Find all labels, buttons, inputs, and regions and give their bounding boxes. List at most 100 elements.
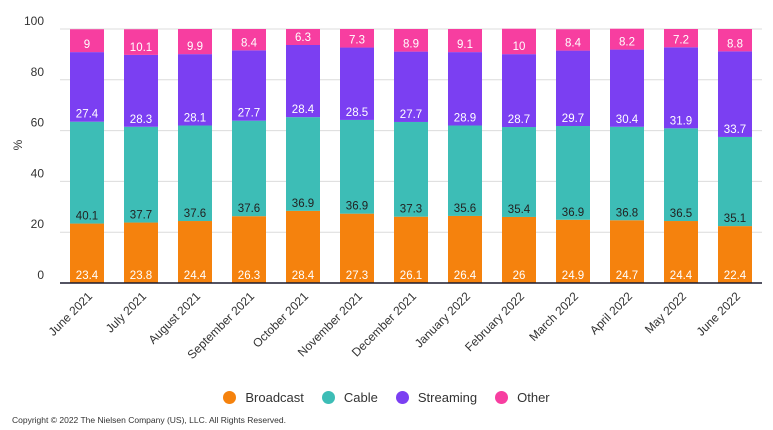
data-label: 28.9 — [454, 113, 476, 125]
bar-segment — [232, 29, 266, 51]
data-label: 24.7 — [616, 270, 638, 282]
bar-segment — [610, 28, 644, 50]
bar-segment — [124, 29, 158, 55]
bar-segment — [286, 45, 320, 118]
bar-segment — [178, 221, 212, 283]
data-label: 23.8 — [130, 270, 152, 282]
data-label: 24.4 — [184, 270, 207, 282]
bar-segment — [286, 210, 320, 283]
bar-segment — [340, 47, 374, 120]
bar-segment — [718, 226, 752, 283]
bar-segment — [448, 215, 482, 283]
x-tick-label: June 2021 — [46, 289, 96, 339]
bar-segment — [610, 220, 644, 283]
data-label: 24.9 — [562, 270, 584, 282]
data-label: 28.1 — [184, 113, 206, 125]
data-label: 35.6 — [454, 203, 476, 215]
y-tick-label: 0 — [37, 268, 44, 282]
y-tick-label: 20 — [31, 217, 45, 231]
data-label: 26 — [513, 270, 526, 282]
legend-label: Cable — [343, 389, 378, 405]
data-label: 29.7 — [562, 113, 584, 125]
bar-segment — [718, 51, 752, 137]
bar-segment — [718, 29, 752, 52]
data-label: 8.4 — [241, 37, 258, 49]
bar-segment — [394, 121, 428, 217]
x-tick-label: July 2021 — [103, 289, 149, 335]
bar-segment — [178, 29, 212, 55]
data-label: 28.4 — [292, 104, 315, 116]
x-tick-label: March 2022 — [526, 289, 581, 344]
data-label: 26.3 — [238, 270, 260, 282]
y-tick-label: 40 — [31, 166, 45, 180]
bar-segment — [556, 126, 590, 220]
x-tick-label: June 2022 — [694, 289, 744, 339]
data-label: 9.9 — [187, 41, 203, 53]
bar-segment — [664, 47, 698, 129]
bar-segment — [664, 128, 698, 222]
legend-label: Broadcast — [245, 389, 304, 405]
legend-swatch — [223, 390, 237, 404]
data-labels: 23.4 40.1 27.4 9 23.8 37.7 28.3 10.1 24.4 37.6 28.… — [76, 32, 747, 282]
data-label: 40.1 — [76, 211, 98, 223]
data-label: 26.4 — [454, 270, 477, 282]
legend-item: Broadcast — [223, 390, 304, 405]
data-label: 37.6 — [238, 203, 260, 215]
y-axis-label: % — [11, 139, 25, 150]
data-label: 28.5 — [346, 107, 368, 119]
bar-segment — [718, 136, 752, 227]
bar-segment — [556, 50, 590, 127]
bar-segment — [232, 216, 266, 283]
data-label: 23.4 — [76, 270, 99, 282]
bar-segment — [70, 121, 104, 224]
bar-segment — [232, 50, 266, 121]
bar-segment — [502, 127, 536, 217]
data-label: 10.1 — [130, 42, 152, 54]
bar-segment — [70, 52, 104, 122]
data-label: 8.9 — [403, 39, 419, 51]
bar-segment — [502, 28, 536, 55]
bar-segment — [664, 221, 698, 283]
data-label: 36.5 — [670, 208, 692, 220]
data-label: 9 — [84, 39, 90, 51]
data-label: 26.1 — [400, 270, 422, 282]
legend-item: Cable — [321, 389, 378, 405]
data-label: 30.4 — [616, 114, 639, 126]
bar-segment — [556, 29, 590, 51]
data-label: 9.1 — [457, 39, 473, 51]
bar-segment — [610, 49, 644, 127]
data-label: 36.9 — [346, 201, 368, 213]
legend: Broadcast Cable Streaming Other — [0, 387, 773, 407]
data-label: 27.3 — [346, 270, 368, 282]
data-label: 8.4 — [565, 38, 582, 50]
bar-segment — [124, 54, 158, 127]
bar-segment — [610, 126, 644, 221]
data-label: 8.2 — [619, 37, 635, 49]
bar-segment — [232, 120, 266, 217]
bar-segment — [340, 29, 374, 48]
data-label: 27.4 — [76, 109, 99, 121]
bar-segment — [448, 52, 482, 126]
bar-segment — [70, 223, 104, 283]
bar-segment — [286, 29, 320, 46]
data-label: 7.2 — [673, 34, 689, 46]
data-label: 10 — [513, 41, 526, 53]
bar-segment — [448, 29, 482, 53]
x-tick-label: August 2021 — [146, 289, 204, 347]
bar-segment — [394, 29, 428, 52]
data-label: 36.8 — [616, 207, 638, 219]
bar-segment — [340, 119, 374, 214]
copyright-text: Copyright © 2022 The Nielsen Company (US… — [12, 415, 286, 425]
data-label: 28.7 — [508, 114, 530, 126]
stacked-bar-chart: 23.4 40.1 27.4 9 23.8 37.7 28.3 10.1 24.4 37.6 28.… — [11, 14, 762, 362]
data-label: 8.8 — [727, 38, 743, 50]
bar-segment — [124, 126, 158, 223]
legend-swatch — [321, 390, 335, 404]
bar-segment — [286, 117, 320, 211]
bar-segment — [70, 29, 104, 53]
legend-item: Streaming — [395, 390, 477, 405]
bar-segment — [556, 219, 590, 283]
x-tick-label: April 2022 — [587, 289, 635, 337]
bar-segment — [178, 54, 212, 126]
